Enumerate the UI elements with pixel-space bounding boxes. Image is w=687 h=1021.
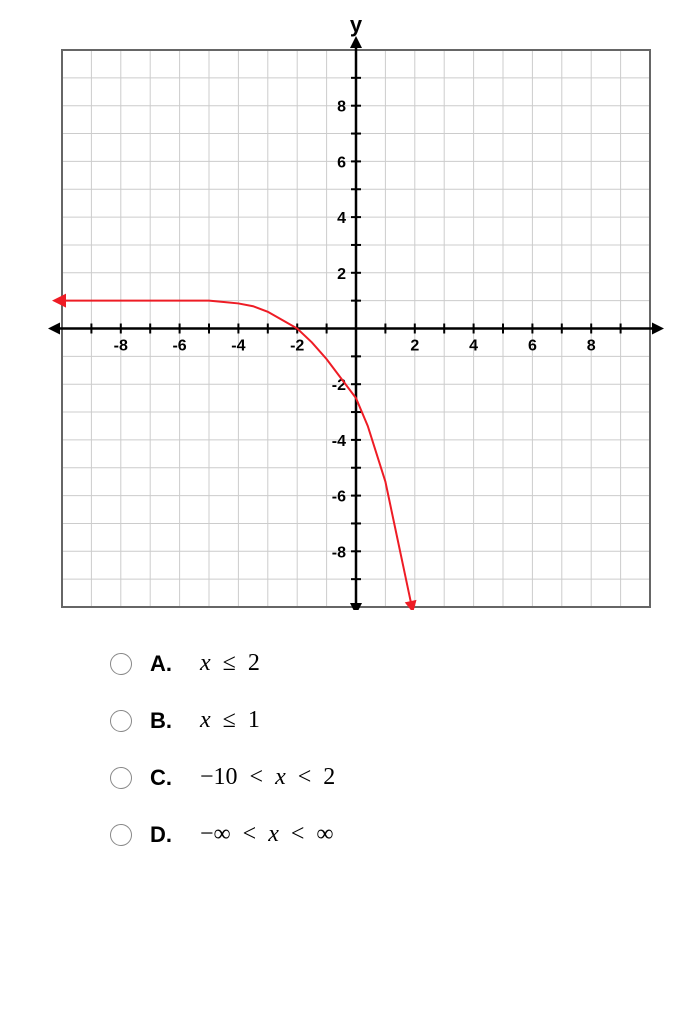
svg-text:4: 4 — [469, 338, 478, 355]
option-b[interactable]: B. x ≤ 1 — [110, 707, 667, 734]
option-c[interactable]: C. −10 < x < 2 — [110, 764, 667, 791]
svg-text:y: y — [350, 20, 363, 37]
svg-text:8: 8 — [337, 99, 346, 116]
option-a[interactable]: A. x ≤ 2 — [110, 650, 667, 677]
option-expression: −10 < x < 2 — [185, 764, 335, 791]
radio-icon[interactable] — [110, 653, 132, 675]
radio-icon[interactable] — [110, 767, 132, 789]
option-expression: −∞ < x < ∞ — [185, 821, 334, 848]
svg-text:6: 6 — [337, 154, 346, 171]
svg-text:-2: -2 — [332, 377, 346, 394]
svg-text:8: 8 — [587, 338, 596, 355]
svg-text:-6: -6 — [332, 489, 346, 506]
coordinate-chart: -8-6-4-22468-8-6-4-22468yx — [20, 20, 667, 610]
svg-text:-2: -2 — [290, 338, 304, 355]
option-letter: A. — [150, 651, 185, 677]
svg-text:-6: -6 — [172, 338, 186, 355]
svg-text:6: 6 — [528, 338, 537, 355]
option-d[interactable]: D. −∞ < x < ∞ — [110, 821, 667, 848]
svg-text:4: 4 — [337, 210, 346, 227]
svg-text:-8: -8 — [332, 544, 346, 561]
svg-text:2: 2 — [337, 266, 346, 283]
option-letter: D. — [150, 822, 185, 848]
svg-text:-4: -4 — [332, 433, 346, 450]
svg-text:2: 2 — [410, 338, 419, 355]
answer-options: A. x ≤ 2 B. x ≤ 1 C. −10 < x < 2 D. −∞ <… — [20, 650, 667, 848]
option-expression: x ≤ 1 — [185, 707, 260, 734]
option-expression: x ≤ 2 — [185, 650, 260, 677]
svg-text:-8: -8 — [114, 338, 128, 355]
radio-icon[interactable] — [110, 710, 132, 732]
chart-svg: -8-6-4-22468-8-6-4-22468yx — [20, 20, 667, 610]
option-letter: C. — [150, 765, 185, 791]
option-letter: B. — [150, 708, 185, 734]
svg-text:-4: -4 — [231, 338, 245, 355]
radio-icon[interactable] — [110, 824, 132, 846]
